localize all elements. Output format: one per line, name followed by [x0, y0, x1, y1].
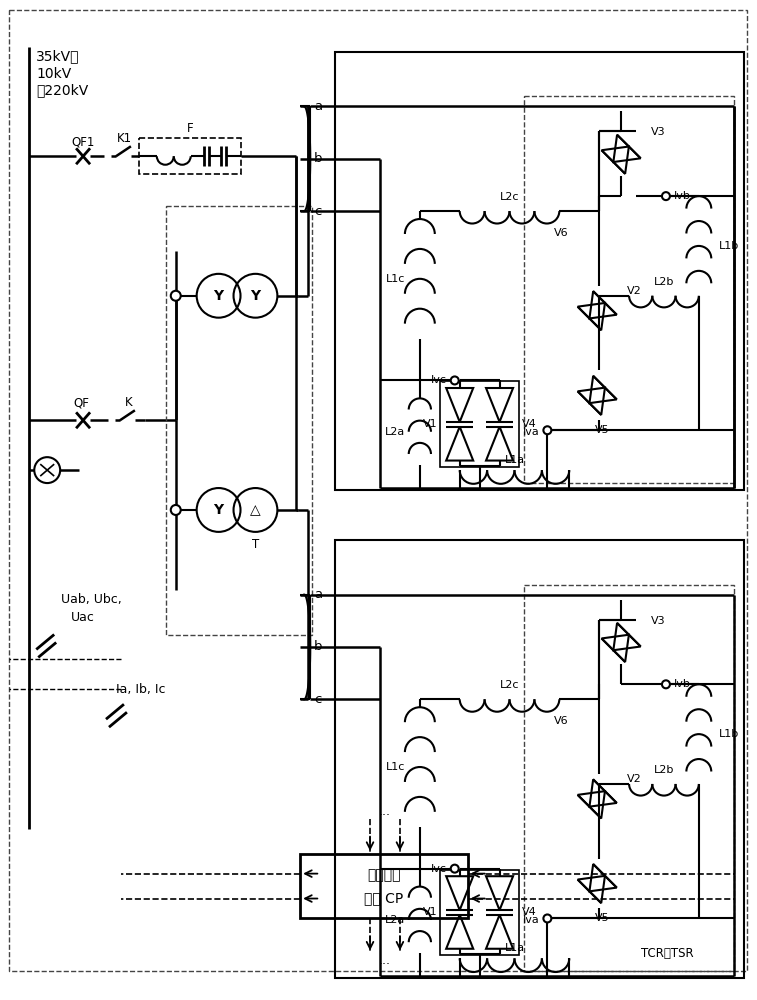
Text: 控制保护: 控制保护 — [367, 869, 400, 883]
Circle shape — [662, 680, 670, 688]
Text: V5: V5 — [595, 913, 609, 923]
Text: Uab, Ubc,: Uab, Ubc, — [61, 593, 122, 606]
Text: c: c — [315, 205, 322, 218]
Text: L2c: L2c — [500, 680, 519, 690]
Text: Iva: Iva — [522, 427, 540, 437]
Text: TCR或TSR: TCR或TSR — [641, 947, 694, 960]
Bar — [440, 870, 519, 955]
Text: QF1: QF1 — [71, 136, 95, 149]
Text: F: F — [186, 122, 193, 135]
Text: V4: V4 — [522, 907, 536, 917]
Text: K1: K1 — [117, 132, 132, 145]
Text: L2b: L2b — [654, 277, 674, 287]
Text: V3: V3 — [651, 127, 665, 137]
Text: V5: V5 — [595, 425, 609, 435]
Text: ...: ... — [379, 954, 391, 967]
Text: V6: V6 — [554, 228, 569, 238]
Bar — [525, 585, 734, 971]
Text: a: a — [314, 588, 322, 601]
Text: Ivc: Ivc — [431, 864, 447, 874]
Text: L1a: L1a — [504, 943, 525, 953]
Circle shape — [450, 865, 459, 873]
Text: △: △ — [250, 503, 260, 517]
Text: L1a: L1a — [504, 455, 525, 465]
Text: Y: Y — [213, 289, 223, 303]
Text: L1c: L1c — [385, 762, 405, 772]
Circle shape — [544, 426, 551, 434]
Text: Ivb: Ivb — [674, 191, 691, 201]
Text: L2c: L2c — [500, 192, 519, 202]
Text: T: T — [252, 538, 259, 551]
Text: a: a — [314, 100, 322, 113]
Circle shape — [662, 192, 670, 200]
Text: L2a: L2a — [385, 915, 405, 925]
Text: Ivb: Ivb — [674, 679, 691, 689]
Text: 10kV: 10kV — [36, 67, 71, 81]
Text: 系统 CP: 系统 CP — [364, 892, 403, 906]
Bar — [335, 540, 743, 978]
Text: Ivc: Ivc — [431, 375, 447, 385]
Text: Y: Y — [251, 289, 260, 303]
Bar — [335, 52, 743, 490]
Circle shape — [171, 505, 181, 515]
Text: 或220kV: 或220kV — [36, 84, 89, 98]
Text: b: b — [314, 640, 322, 653]
Text: Iva: Iva — [522, 915, 540, 925]
Text: Ia, Ib, Ic: Ia, Ib, Ic — [116, 683, 166, 696]
Text: Y: Y — [213, 503, 223, 517]
Circle shape — [171, 291, 181, 301]
Text: V2: V2 — [627, 774, 642, 784]
Text: QF: QF — [73, 397, 89, 410]
Text: V4: V4 — [522, 419, 536, 429]
Text: V6: V6 — [554, 716, 569, 726]
Text: V1: V1 — [423, 907, 438, 917]
Circle shape — [544, 914, 551, 922]
Text: V2: V2 — [627, 286, 642, 296]
Text: Uac: Uac — [71, 611, 95, 624]
Text: b: b — [314, 152, 322, 165]
Text: L2a: L2a — [385, 427, 405, 437]
Text: ...: ... — [379, 805, 391, 818]
Bar — [301, 854, 468, 918]
Text: c: c — [315, 693, 322, 706]
Text: V1: V1 — [423, 419, 438, 429]
Bar — [440, 381, 519, 467]
Bar — [166, 206, 312, 635]
Circle shape — [450, 376, 459, 384]
Text: L1b: L1b — [718, 241, 739, 251]
Text: K: K — [125, 396, 132, 409]
Text: L1c: L1c — [385, 274, 405, 284]
Bar — [525, 96, 734, 483]
Text: L2b: L2b — [654, 765, 674, 775]
Text: L1b: L1b — [718, 729, 739, 739]
Bar — [139, 138, 241, 174]
Text: V3: V3 — [651, 616, 665, 626]
Text: 35kV或: 35kV或 — [36, 50, 79, 64]
